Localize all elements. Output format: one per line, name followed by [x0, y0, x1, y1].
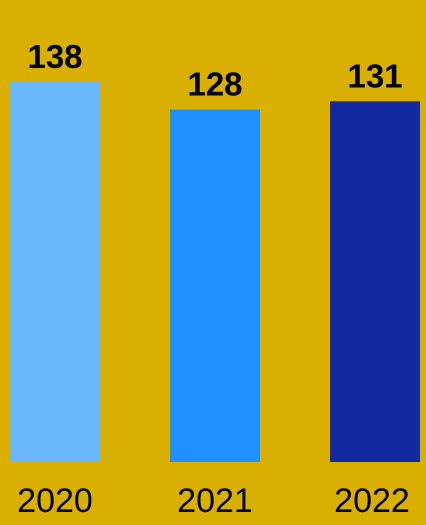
x-tick-label-2020: 2020 [17, 482, 93, 520]
value-label-2020: 138 [27, 38, 82, 75]
x-tick-labels-group: 2020 2021 2022 [17, 482, 410, 520]
value-labels-group: 138 128 131 [27, 38, 402, 103]
bar-2021 [170, 109, 260, 462]
value-label-2022: 131 [347, 57, 402, 94]
x-tick-label-2021: 2021 [177, 482, 253, 520]
value-label-2021: 128 [187, 66, 242, 103]
bar-2022 [330, 101, 420, 463]
x-tick-label-2022: 2022 [334, 482, 410, 520]
bars-group [10, 82, 420, 463]
bar-2020 [10, 82, 100, 462]
